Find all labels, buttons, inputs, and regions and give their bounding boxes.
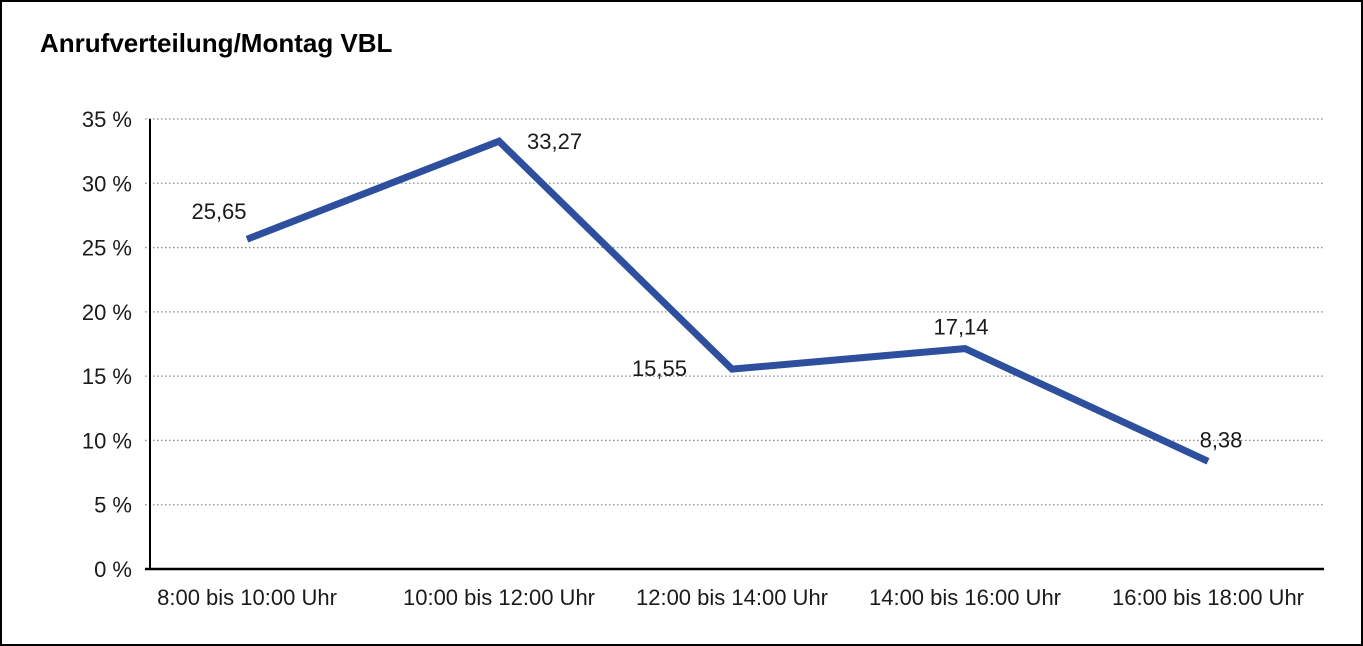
y-tick-label: 15 % [82,364,132,389]
x-category-label: 10:00 bis 12:00 Uhr [403,585,595,610]
y-tick-label: 10 % [82,428,132,453]
chart-title: Anrufverteilung/Montag VBL [40,28,393,58]
data-label: 15,55 [632,356,687,381]
x-category-label: 8:00 bis 10:00 Uhr [157,585,337,610]
y-tick-label: 0 % [94,557,132,582]
x-category-label: 12:00 bis 14:00 Uhr [636,585,828,610]
data-label: 17,14 [933,315,988,340]
y-tick-label: 20 % [82,300,132,325]
y-tick-label: 5 % [94,493,132,518]
data-label: 8,38 [1200,427,1243,452]
y-tick-label: 25 % [82,236,132,261]
x-category-label: 14:00 bis 16:00 Uhr [869,585,1061,610]
data-label: 33,27 [527,129,582,154]
x-category-label: 16:00 bis 18:00 Uhr [1112,585,1304,610]
y-tick-label: 30 % [82,171,132,196]
series-line [245,137,1210,465]
data-label: 25,65 [191,199,246,224]
y-tick-label: 35 % [82,107,132,132]
